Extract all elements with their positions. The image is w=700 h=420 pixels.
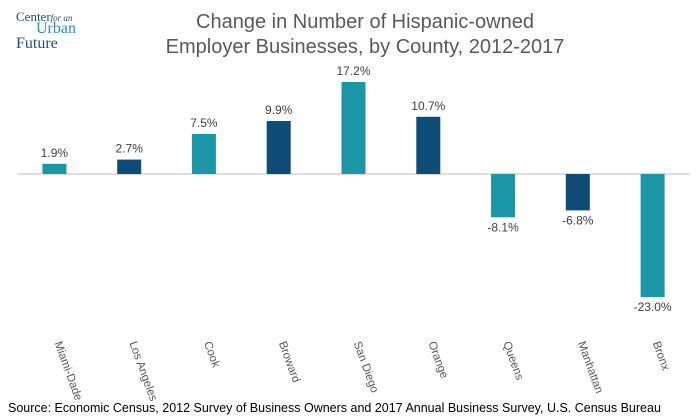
- bar-miami-dade: [42, 163, 67, 174]
- data-label: 2.7%: [116, 142, 144, 156]
- logo-word-future: Future: [16, 35, 58, 52]
- bar-bronx: [640, 174, 665, 297]
- data-label: 10.7%: [411, 99, 445, 113]
- logo-word-for-an: for an: [50, 13, 73, 23]
- category-tick-label: Orange: [425, 340, 449, 380]
- data-label: 17.2%: [336, 64, 370, 78]
- data-label: 9.9%: [265, 103, 293, 117]
- bar-los-angeles: [117, 159, 142, 174]
- logo-word-center: Center: [16, 9, 51, 24]
- category-tick-label: Bronx: [650, 340, 672, 373]
- chart-title: Change in Number of Hispanic-owned Emplo…: [130, 10, 600, 60]
- chart-title-line-1: Change in Number of Hispanic-owned: [196, 11, 534, 33]
- bar-san-diego: [341, 82, 366, 174]
- center-for-urban-future-logo: Centerfor an Urban Future: [16, 10, 112, 54]
- bar-cook: [191, 133, 216, 174]
- bar-manhattan: [565, 174, 590, 211]
- bar-broward: [266, 121, 291, 174]
- data-label: -6.8%: [562, 213, 594, 227]
- category-tick-label: Queens: [500, 340, 525, 382]
- logo-line-1: Centerfor an: [16, 10, 72, 25]
- chart-title-line-2: Employer Businesses, by County, 2012-201…: [165, 36, 565, 58]
- category-tick-label: Manhattan: [575, 340, 605, 395]
- data-label: 1.9%: [41, 146, 69, 160]
- category-tick-label: Cook: [201, 340, 222, 370]
- category-tick-label: Broward: [276, 340, 302, 384]
- category-tick-label: Miami-Dade: [52, 340, 84, 402]
- data-label: 7.5%: [190, 116, 218, 130]
- category-tick-label: Los Angeles: [126, 340, 159, 403]
- logo-word-urban: Urban: [36, 20, 76, 37]
- bar-queens: [491, 174, 516, 218]
- category-tick-label: San Diego: [351, 340, 381, 395]
- data-label: -8.1%: [487, 220, 519, 234]
- bar-orange: [416, 116, 441, 174]
- data-label: -23.0%: [634, 300, 672, 314]
- source-note: Source: Economic Census, 2012 Survey of …: [8, 401, 661, 415]
